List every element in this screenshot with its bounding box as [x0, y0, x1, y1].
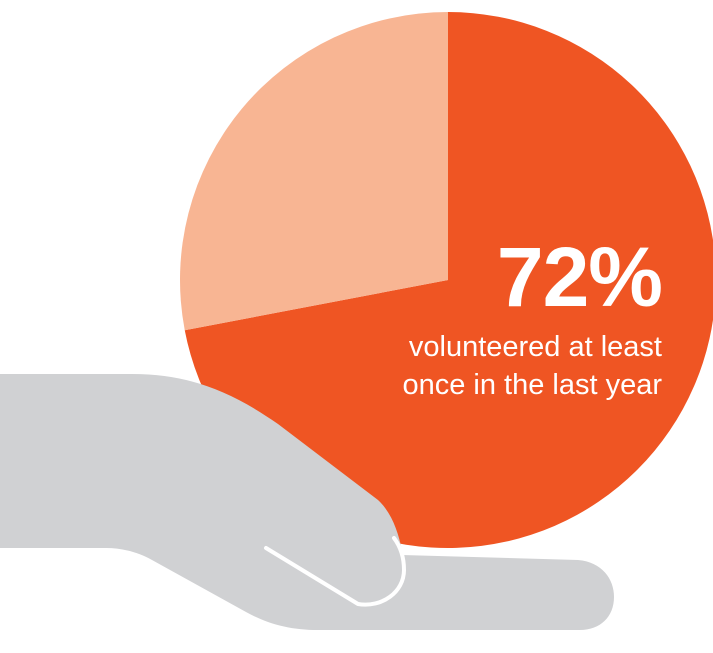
- stat-caption-line-2: once in the last year: [402, 369, 662, 401]
- pie-slice-2: [179, 12, 448, 331]
- pie-chart: [179, 12, 713, 548]
- stat-text-group: 72% volunteered at least once in the las…: [402, 230, 663, 401]
- stat-percentage: 72%: [497, 230, 662, 324]
- open-hand-icon: [0, 374, 614, 630]
- stat-caption-line-1: volunteered at least: [409, 331, 662, 363]
- pie-slice-1: [184, 12, 713, 548]
